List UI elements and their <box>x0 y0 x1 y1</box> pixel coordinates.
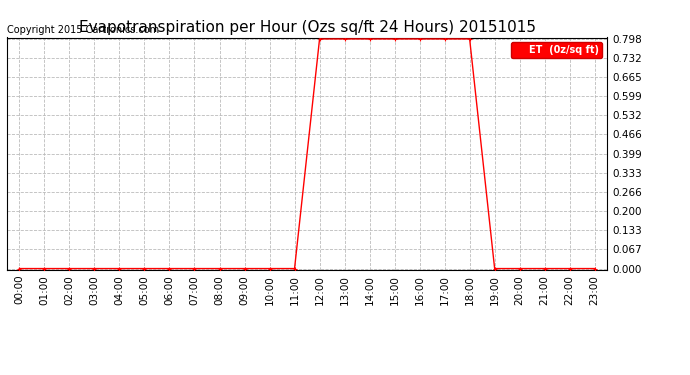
ET  (0z/sq ft) <box>440 37 449 41</box>
ET  (0z/sq ft) <box>190 266 199 271</box>
ET  (0z/sq ft) <box>491 266 499 271</box>
ET  (0z/sq ft) <box>290 266 299 271</box>
ET  (0z/sq ft) <box>540 266 549 271</box>
ET  (0z/sq ft) <box>391 37 399 41</box>
Text: Copyright 2015 Cartronics.com: Copyright 2015 Cartronics.com <box>7 25 159 35</box>
ET  (0z/sq ft) <box>240 266 248 271</box>
Title: Evapotranspiration per Hour (Ozs sq/ft 24 Hours) 20151015: Evapotranspiration per Hour (Ozs sq/ft 2… <box>79 20 535 35</box>
Legend: ET  (0z/sq ft): ET (0z/sq ft) <box>511 42 602 58</box>
ET  (0z/sq ft) <box>266 266 274 271</box>
ET  (0z/sq ft) <box>15 266 23 271</box>
ET  (0z/sq ft) <box>566 266 574 271</box>
ET  (0z/sq ft) <box>215 266 224 271</box>
Line: ET  (0z/sq ft): ET (0z/sq ft) <box>17 36 597 271</box>
ET  (0z/sq ft) <box>515 266 524 271</box>
ET  (0z/sq ft) <box>415 37 424 41</box>
ET  (0z/sq ft) <box>90 266 99 271</box>
ET  (0z/sq ft) <box>166 266 174 271</box>
ET  (0z/sq ft) <box>140 266 148 271</box>
ET  (0z/sq ft) <box>315 37 324 41</box>
ET  (0z/sq ft) <box>66 266 74 271</box>
ET  (0z/sq ft) <box>466 37 474 41</box>
ET  (0z/sq ft) <box>591 266 599 271</box>
ET  (0z/sq ft) <box>340 37 348 41</box>
ET  (0z/sq ft) <box>40 266 48 271</box>
ET  (0z/sq ft) <box>366 37 374 41</box>
ET  (0z/sq ft) <box>115 266 124 271</box>
